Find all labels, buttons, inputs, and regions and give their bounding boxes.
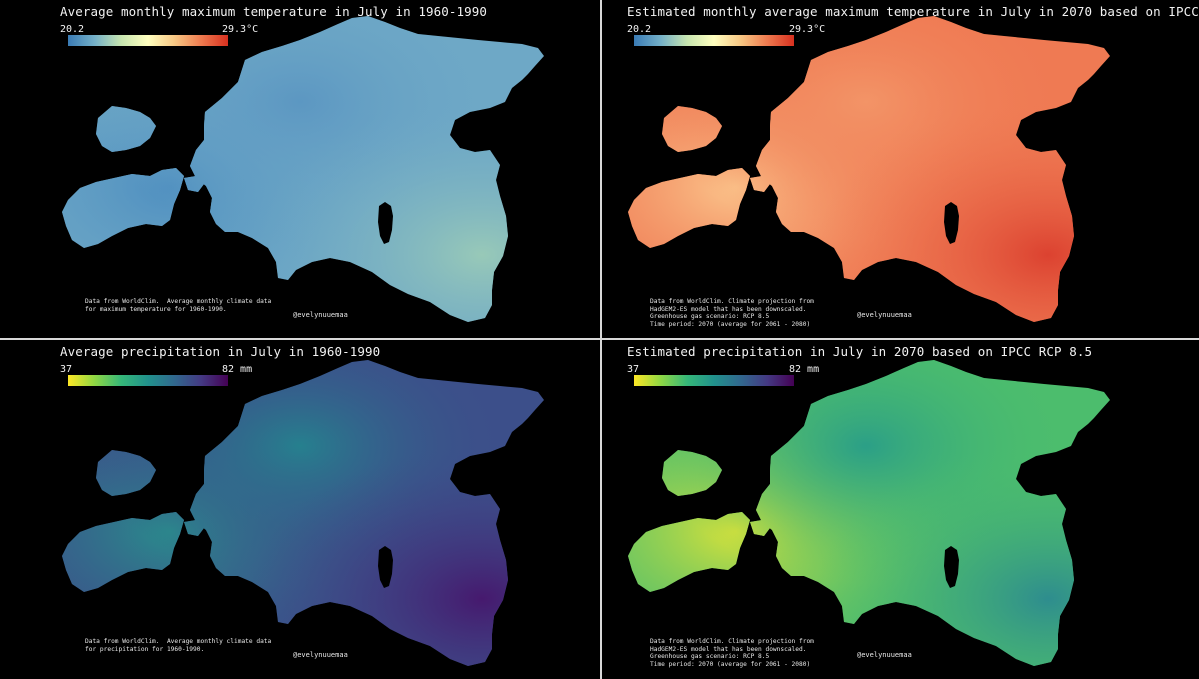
note-line: Greenhouse gas scenario: RCP 8.5 — [650, 653, 770, 661]
panel-precip-2070: Estimated precipitation in July in 2070 … — [602, 340, 1199, 679]
map-layer — [628, 360, 1110, 666]
legend-color-bar — [68, 375, 228, 386]
source-note: Data from WorldClim. Climate projection … — [650, 638, 814, 668]
shading-layer — [62, 16, 544, 322]
author-credit: @evelynuuemaa — [857, 311, 912, 319]
note-line: Time period: 2070 (average for 2061 - 20… — [650, 660, 811, 668]
note-line: Time period: 2070 (average for 2061 - 20… — [650, 320, 811, 328]
value-shading — [628, 16, 1110, 322]
legend-color-bar — [634, 375, 794, 386]
value-shading — [62, 360, 544, 666]
panel-title: Average monthly maximum temperature in J… — [60, 4, 488, 19]
lake-peipus — [944, 202, 959, 244]
note-line: for precipitation for 1960-1990. — [85, 645, 205, 653]
note-line: Data from WorldClim. Average monthly cli… — [85, 298, 272, 305]
author-credit: @evelynuuemaa — [293, 651, 348, 659]
source-note: Data from WorldClim. Climate projection … — [650, 298, 814, 328]
legend-min-label: 37 — [627, 364, 640, 375]
legend-color-bar — [68, 35, 228, 46]
panel-precip-1960-1990: Average precipitation in July in 1960-19… — [0, 340, 598, 679]
lake-peipus — [378, 202, 393, 244]
shading-layer — [628, 16, 1110, 322]
estonia-map — [628, 360, 1110, 666]
note-line: Greenhouse gas scenario: RCP 8.5 — [650, 313, 770, 321]
legend-max-label: 82 mm — [222, 364, 253, 375]
author-credit: @evelynuuemaa — [857, 651, 912, 659]
estonia-map — [62, 360, 544, 666]
lake-peipus — [944, 546, 959, 588]
legend-color-bar — [634, 35, 794, 46]
estonia-map — [628, 16, 1110, 322]
value-shading — [628, 360, 1110, 666]
panel-title: Estimated precipitation in July in 2070 … — [627, 344, 1093, 359]
note-line: Data from WorldClim. Climate projection … — [650, 298, 814, 305]
note-line: Data from WorldClim. Climate projection … — [650, 638, 814, 645]
legend-max-label: 29.3°C — [789, 24, 826, 35]
author-credit: @evelynuuemaa — [293, 311, 348, 319]
horizontal-divider — [0, 338, 1199, 340]
panel-max-temp-2070: Estimated monthly average maximum temper… — [602, 0, 1199, 337]
estonia-map — [62, 16, 544, 322]
note-line: HadGEM2-ES model that has been downscale… — [650, 305, 807, 313]
legend-min-label: 20.2 — [627, 24, 652, 35]
note-line: HadGEM2-ES model that has been downscale… — [650, 645, 807, 653]
panel-max-temp-1960-1990: Average monthly maximum temperature in J… — [0, 0, 598, 337]
map-layer — [62, 360, 544, 666]
map-layer — [62, 16, 544, 322]
source-note: Data from WorldClim. Average monthly cli… — [85, 298, 271, 313]
legend-min-label: 37 — [60, 364, 73, 375]
legend-max-label: 82 mm — [789, 364, 820, 375]
note-line: Data from WorldClim. Average monthly cli… — [85, 638, 272, 645]
legend-min-label: 20.2 — [60, 24, 85, 35]
shading-layer — [62, 360, 544, 666]
source-note: Data from WorldClim. Average monthly cli… — [85, 638, 271, 653]
panel-title: Average precipitation in July in 1960-19… — [60, 344, 381, 359]
legend-max-label: 29.3°C — [222, 24, 259, 35]
shading-layer — [628, 360, 1110, 666]
panel-title: Estimated monthly average maximum temper… — [627, 4, 1199, 19]
map-layer — [628, 16, 1110, 322]
lake-peipus — [378, 546, 393, 588]
value-shading — [62, 16, 544, 322]
note-line: for maximum temperature for 1960-1990. — [85, 305, 227, 313]
